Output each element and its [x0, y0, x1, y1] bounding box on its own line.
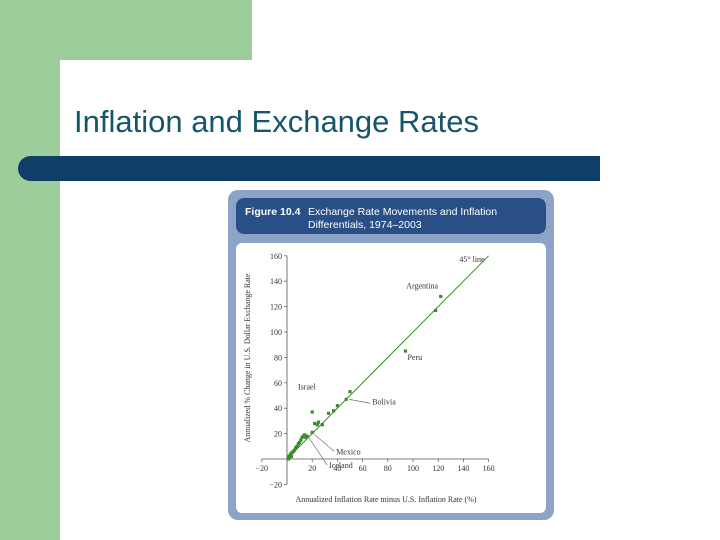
data-point: [320, 423, 324, 427]
data-point: [403, 349, 408, 353]
annotation-label: Bolivia: [372, 397, 396, 406]
annotation-label: Mexico: [336, 447, 360, 456]
data-point: [299, 438, 303, 442]
reference-line-45: [286, 255, 489, 460]
data-point: [316, 420, 321, 424]
data-point: [305, 434, 309, 438]
annotation-label: Peru: [407, 353, 422, 362]
x-axis-label: Annualized Inflation Rate minus U.S. Inf…: [295, 495, 476, 504]
data-point: [289, 454, 294, 459]
annotation-label: Argentina: [406, 281, 438, 290]
x-tick-label: 100: [407, 464, 419, 473]
y-tick-label: −20: [269, 480, 282, 489]
data-point: [298, 440, 302, 445]
y-tick-label: 80: [274, 353, 282, 362]
data-point: [315, 423, 319, 427]
annotation-label: Iceland: [329, 461, 353, 470]
data-point: [326, 411, 331, 415]
data-point: [434, 308, 438, 313]
figure-caption: Figure 10.4 Exchange Rate Movements and …: [236, 198, 546, 234]
figure-caption-text: Exchange Rate Movements and Inflation Di…: [308, 206, 498, 231]
data-point: [344, 397, 348, 401]
data-point: [332, 409, 336, 413]
x-tick-label: 60: [359, 464, 367, 473]
data-point: [303, 433, 307, 437]
data-point: [313, 421, 317, 426]
reference-line-group: 45° line: [286, 255, 489, 460]
data-point: [310, 410, 314, 414]
annotation-label: Israel: [298, 383, 317, 392]
data-point: [348, 390, 352, 394]
data-point: [287, 456, 292, 460]
y-tick-label: 120: [270, 303, 282, 312]
scatter-chart: −20 20 40 60 80 100 120 140 160 −20 20 40 60 80 100 120…: [243, 252, 495, 504]
plot-panel: [236, 243, 546, 513]
figure-number: Figure 10.4: [245, 206, 301, 218]
y-tick-label: 140: [270, 277, 282, 286]
x-tick-label: 40: [333, 464, 341, 473]
data-point: [439, 294, 443, 299]
x-tick-label: 140: [457, 464, 469, 473]
data-point: [292, 448, 297, 452]
y-tick-label: 100: [270, 328, 282, 337]
data-point: [310, 430, 314, 434]
slide-title: Inflation and Exchange Rates: [74, 104, 479, 139]
data-point: [295, 444, 299, 448]
title-rule: [18, 156, 600, 181]
y-tick-label: 160: [270, 252, 282, 261]
y-tick-label: 60: [274, 379, 282, 388]
y-tick-label: 20: [274, 430, 282, 439]
reference-line-label: 45° line: [459, 255, 485, 264]
x-tick-label: 80: [384, 464, 392, 473]
y-tick-label: 40: [274, 404, 282, 413]
x-tick-label: −20: [256, 464, 269, 473]
annotation-leader-line: [349, 399, 371, 404]
x-tick-label: 160: [483, 464, 495, 473]
chart-axes: −20 20 40 60 80 100 120 140 160 −20 20 40 60 80 100 120…: [256, 252, 495, 490]
chart-labels: Argentina Peru Israel Bolivia Mexico Iceland: [298, 281, 438, 470]
green-accent-bar-left: [0, 0, 60, 540]
annotation-leader-line: [308, 437, 328, 466]
x-tick-label: 120: [432, 464, 444, 473]
annotation-leader-line: [314, 434, 335, 452]
data-points: [286, 294, 443, 461]
data-point: [335, 404, 339, 408]
y-axis-label: Annualized % Change in U.S. Dollar Excha…: [243, 273, 252, 443]
x-tick-label: 20: [308, 464, 316, 473]
